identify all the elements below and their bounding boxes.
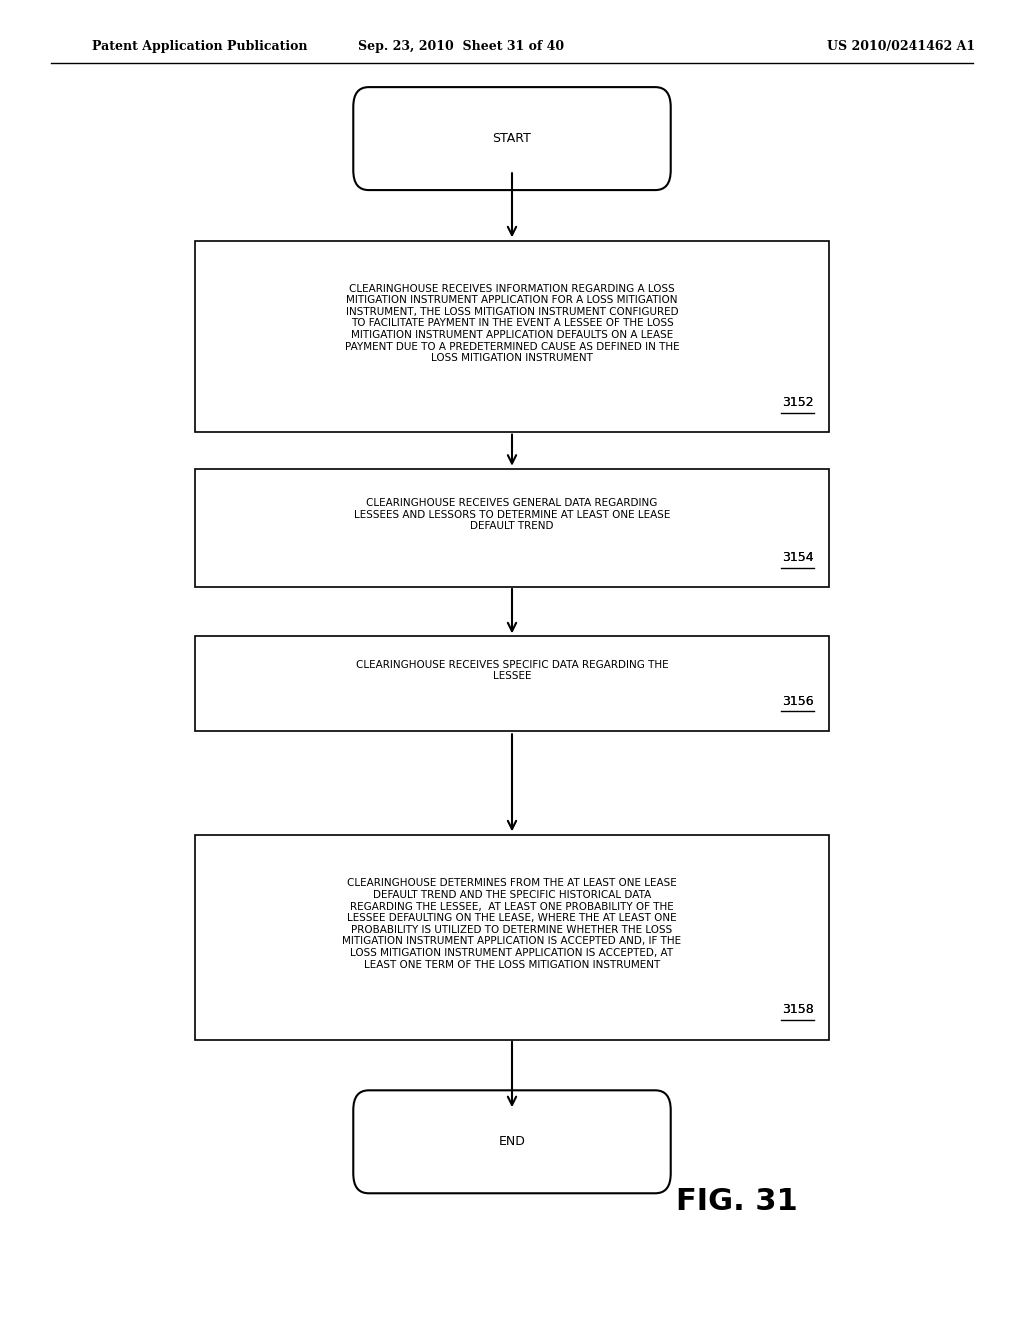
- FancyBboxPatch shape: [195, 242, 829, 433]
- Text: 3156: 3156: [782, 694, 814, 708]
- FancyBboxPatch shape: [195, 836, 829, 1040]
- Text: START: START: [493, 132, 531, 145]
- Text: CLEARINGHOUSE DETERMINES FROM THE AT LEAST ONE LEASE
DEFAULT TREND AND THE SPECI: CLEARINGHOUSE DETERMINES FROM THE AT LEA…: [342, 878, 682, 970]
- Text: US 2010/0241462 A1: US 2010/0241462 A1: [827, 40, 975, 53]
- Text: Patent Application Publication: Patent Application Publication: [92, 40, 307, 53]
- Text: CLEARINGHOUSE RECEIVES INFORMATION REGARDING A LOSS
MITIGATION INSTRUMENT APPLIC: CLEARINGHOUSE RECEIVES INFORMATION REGAR…: [345, 284, 679, 363]
- Text: 3158: 3158: [782, 1003, 814, 1016]
- Text: CLEARINGHOUSE RECEIVES SPECIFIC DATA REGARDING THE
LESSEE: CLEARINGHOUSE RECEIVES SPECIFIC DATA REG…: [355, 660, 669, 681]
- FancyBboxPatch shape: [353, 87, 671, 190]
- Text: 3152: 3152: [782, 396, 814, 409]
- FancyBboxPatch shape: [195, 469, 829, 587]
- Text: 3152: 3152: [782, 396, 814, 409]
- Text: 3158: 3158: [782, 1003, 814, 1016]
- FancyBboxPatch shape: [353, 1090, 671, 1193]
- Text: 3154: 3154: [782, 550, 814, 564]
- Text: END: END: [499, 1135, 525, 1148]
- Text: FIG. 31: FIG. 31: [677, 1187, 798, 1216]
- Text: CLEARINGHOUSE RECEIVES GENERAL DATA REGARDING
LESSEES AND LESSORS TO DETERMINE A: CLEARINGHOUSE RECEIVES GENERAL DATA REGA…: [354, 498, 670, 532]
- Text: Sep. 23, 2010  Sheet 31 of 40: Sep. 23, 2010 Sheet 31 of 40: [357, 40, 564, 53]
- Text: 3156: 3156: [782, 694, 814, 708]
- Text: 3154: 3154: [782, 550, 814, 564]
- FancyBboxPatch shape: [195, 636, 829, 731]
